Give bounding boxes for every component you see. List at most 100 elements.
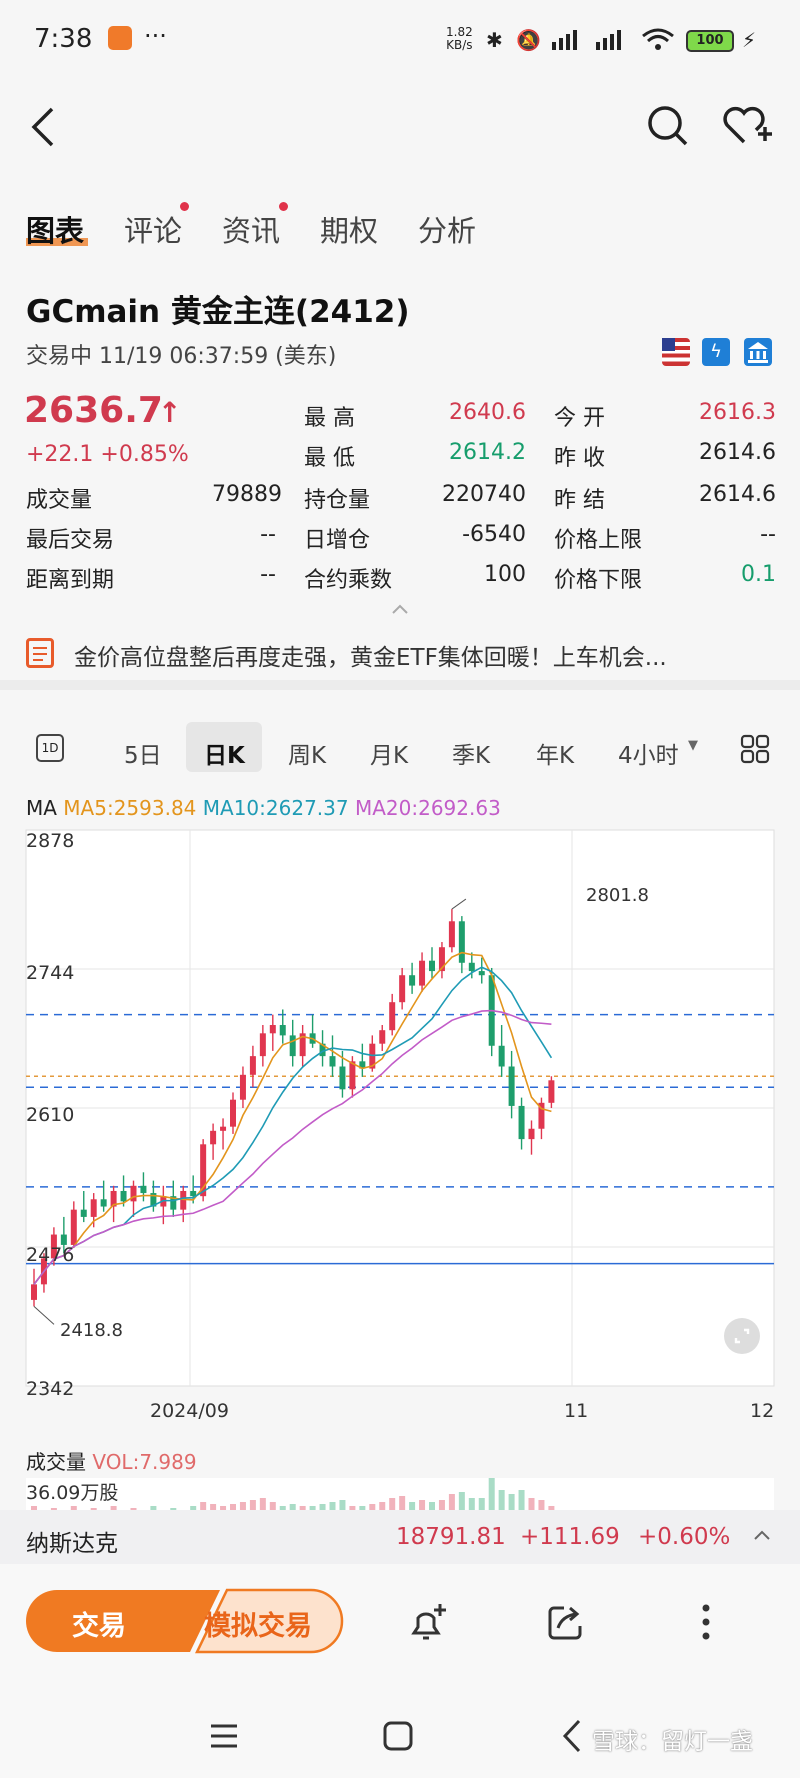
volume-bar xyxy=(518,1490,525,1518)
period-4h[interactable]: 4小时 xyxy=(618,743,679,769)
candle-body xyxy=(210,1130,217,1145)
candle-body xyxy=(269,1025,276,1034)
candle xyxy=(140,1172,147,1202)
volume-bar xyxy=(399,1496,406,1518)
volume-bar xyxy=(508,1494,515,1518)
status-bar: 7:38 ··· 1.82 KB/s ✱ 🔕 100 ⚡ xyxy=(0,0,800,80)
candle-body xyxy=(389,1002,396,1031)
candle xyxy=(528,1120,535,1155)
tab-options[interactable]: 期权 xyxy=(320,214,379,248)
period-5d[interactable]: 5日 xyxy=(124,743,162,769)
candle-body xyxy=(458,921,465,963)
index-ticker-bar[interactable]: 纳斯达克 18791.81 +111.69 +0.60% xyxy=(0,1510,800,1564)
active-tab-underline xyxy=(26,238,88,246)
collapse-chevron-icon[interactable] xyxy=(390,602,410,616)
tab-chart[interactable]: 图表 xyxy=(26,214,85,248)
ma5-line xyxy=(33,951,552,1285)
tab-news[interactable]: 资讯 xyxy=(222,214,281,248)
search-icon[interactable] xyxy=(646,104,690,148)
ma5-value: MA5:2593.84 xyxy=(63,796,197,820)
dropdown-caret-icon[interactable]: ▼ xyxy=(688,738,698,753)
volume-bar xyxy=(259,1498,266,1518)
candle xyxy=(269,1014,276,1051)
candle-body xyxy=(100,1199,107,1207)
candle xyxy=(120,1175,127,1207)
grid-layout-icon[interactable] xyxy=(740,734,770,764)
instrument-title: GCmain 黄金主连(2412) xyxy=(26,294,410,330)
more-vertical-icon[interactable] xyxy=(696,1600,716,1644)
candle-body xyxy=(60,1234,67,1245)
fullscreen-button[interactable] xyxy=(724,1318,760,1354)
candle-body xyxy=(299,1033,306,1057)
candle xyxy=(448,909,455,953)
candle-body xyxy=(518,1105,525,1140)
ma-lines-group xyxy=(33,898,553,1325)
period-daily[interactable]: 日K xyxy=(204,743,245,769)
candle xyxy=(279,1009,286,1044)
candle xyxy=(379,1025,386,1051)
candle xyxy=(319,1030,326,1067)
nav-back-icon[interactable] xyxy=(560,1718,584,1754)
candle xyxy=(339,1050,346,1098)
candle-body xyxy=(399,975,406,1003)
volume-bar xyxy=(488,1478,495,1518)
news-headline[interactable]: 金价高位盘整后再度走强，黄金ETF集体回暖！上车机会... xyxy=(74,645,667,671)
trade-button[interactable]: 交易 xyxy=(72,1611,126,1642)
candle xyxy=(100,1180,107,1212)
menu-icon[interactable] xyxy=(208,1720,240,1752)
back-icon[interactable] xyxy=(26,105,60,149)
volume-bar xyxy=(468,1498,475,1518)
high-label: 最 高 xyxy=(304,406,355,431)
exchange-icon[interactable] xyxy=(744,338,772,366)
low-annotation: 2418.8 xyxy=(60,1320,123,1341)
ma20-line xyxy=(33,1009,552,1285)
candlestick-chart[interactable] xyxy=(0,820,800,1520)
add-favorite-icon[interactable] xyxy=(722,104,774,148)
signal-icon-2 xyxy=(594,26,628,56)
section-divider xyxy=(0,680,800,690)
price-alert-icon[interactable] xyxy=(406,1600,450,1644)
candle-body xyxy=(429,960,435,972)
candle xyxy=(429,947,435,979)
candle-body xyxy=(409,975,416,986)
candle xyxy=(180,1185,187,1223)
oi-value: 220740 xyxy=(442,482,526,507)
candle xyxy=(548,1076,555,1108)
candle-body xyxy=(319,1043,326,1057)
candle-body xyxy=(528,1128,535,1140)
candle xyxy=(389,993,396,1036)
ma10-value: MA10:2627.37 xyxy=(202,796,349,820)
home-icon[interactable] xyxy=(382,1720,414,1752)
period-monthly[interactable]: 月K xyxy=(370,743,409,769)
y-tick-2: 2610 xyxy=(26,1104,75,1126)
period-weekly[interactable]: 周K xyxy=(288,743,327,769)
ma20-value: MA20:2692.63 xyxy=(354,796,501,820)
expand-chevron-icon[interactable] xyxy=(752,1528,772,1542)
candle-body xyxy=(120,1190,127,1202)
expiry-label: 距离到期 xyxy=(26,568,115,593)
intraday-1d-icon[interactable]: 1D xyxy=(36,734,64,762)
sim-trade-button[interactable]: 模拟交易 xyxy=(204,1611,312,1642)
volume-label: 成交量 xyxy=(26,488,93,513)
period-quarterly[interactable]: 季K xyxy=(452,743,491,769)
candle-body xyxy=(220,1126,227,1131)
index-name: 纳斯达克 xyxy=(26,1531,118,1557)
period-yearly[interactable]: 年K xyxy=(536,743,575,769)
expiry-value: -- xyxy=(260,562,276,587)
flash-icon[interactable]: ϟ xyxy=(702,338,730,366)
candle-body xyxy=(249,1056,256,1075)
daily-oi-value: -6540 xyxy=(462,522,526,547)
candle xyxy=(299,1025,306,1067)
candle xyxy=(409,962,416,994)
candle xyxy=(130,1180,137,1217)
candle-body xyxy=(230,1099,236,1127)
candle-body xyxy=(478,971,485,976)
volume-legend: 成交量 VOL:7.989 xyxy=(26,1446,197,1475)
share-icon[interactable] xyxy=(544,1600,588,1644)
battery-icon: 100 xyxy=(686,30,734,52)
index-change: +111.69 xyxy=(520,1524,620,1550)
wifi-icon xyxy=(640,26,676,56)
tab-comments[interactable]: 评论 xyxy=(124,214,183,248)
x-tick-1: 11 xyxy=(564,1400,589,1422)
tab-analysis[interactable]: 分析 xyxy=(418,214,477,248)
